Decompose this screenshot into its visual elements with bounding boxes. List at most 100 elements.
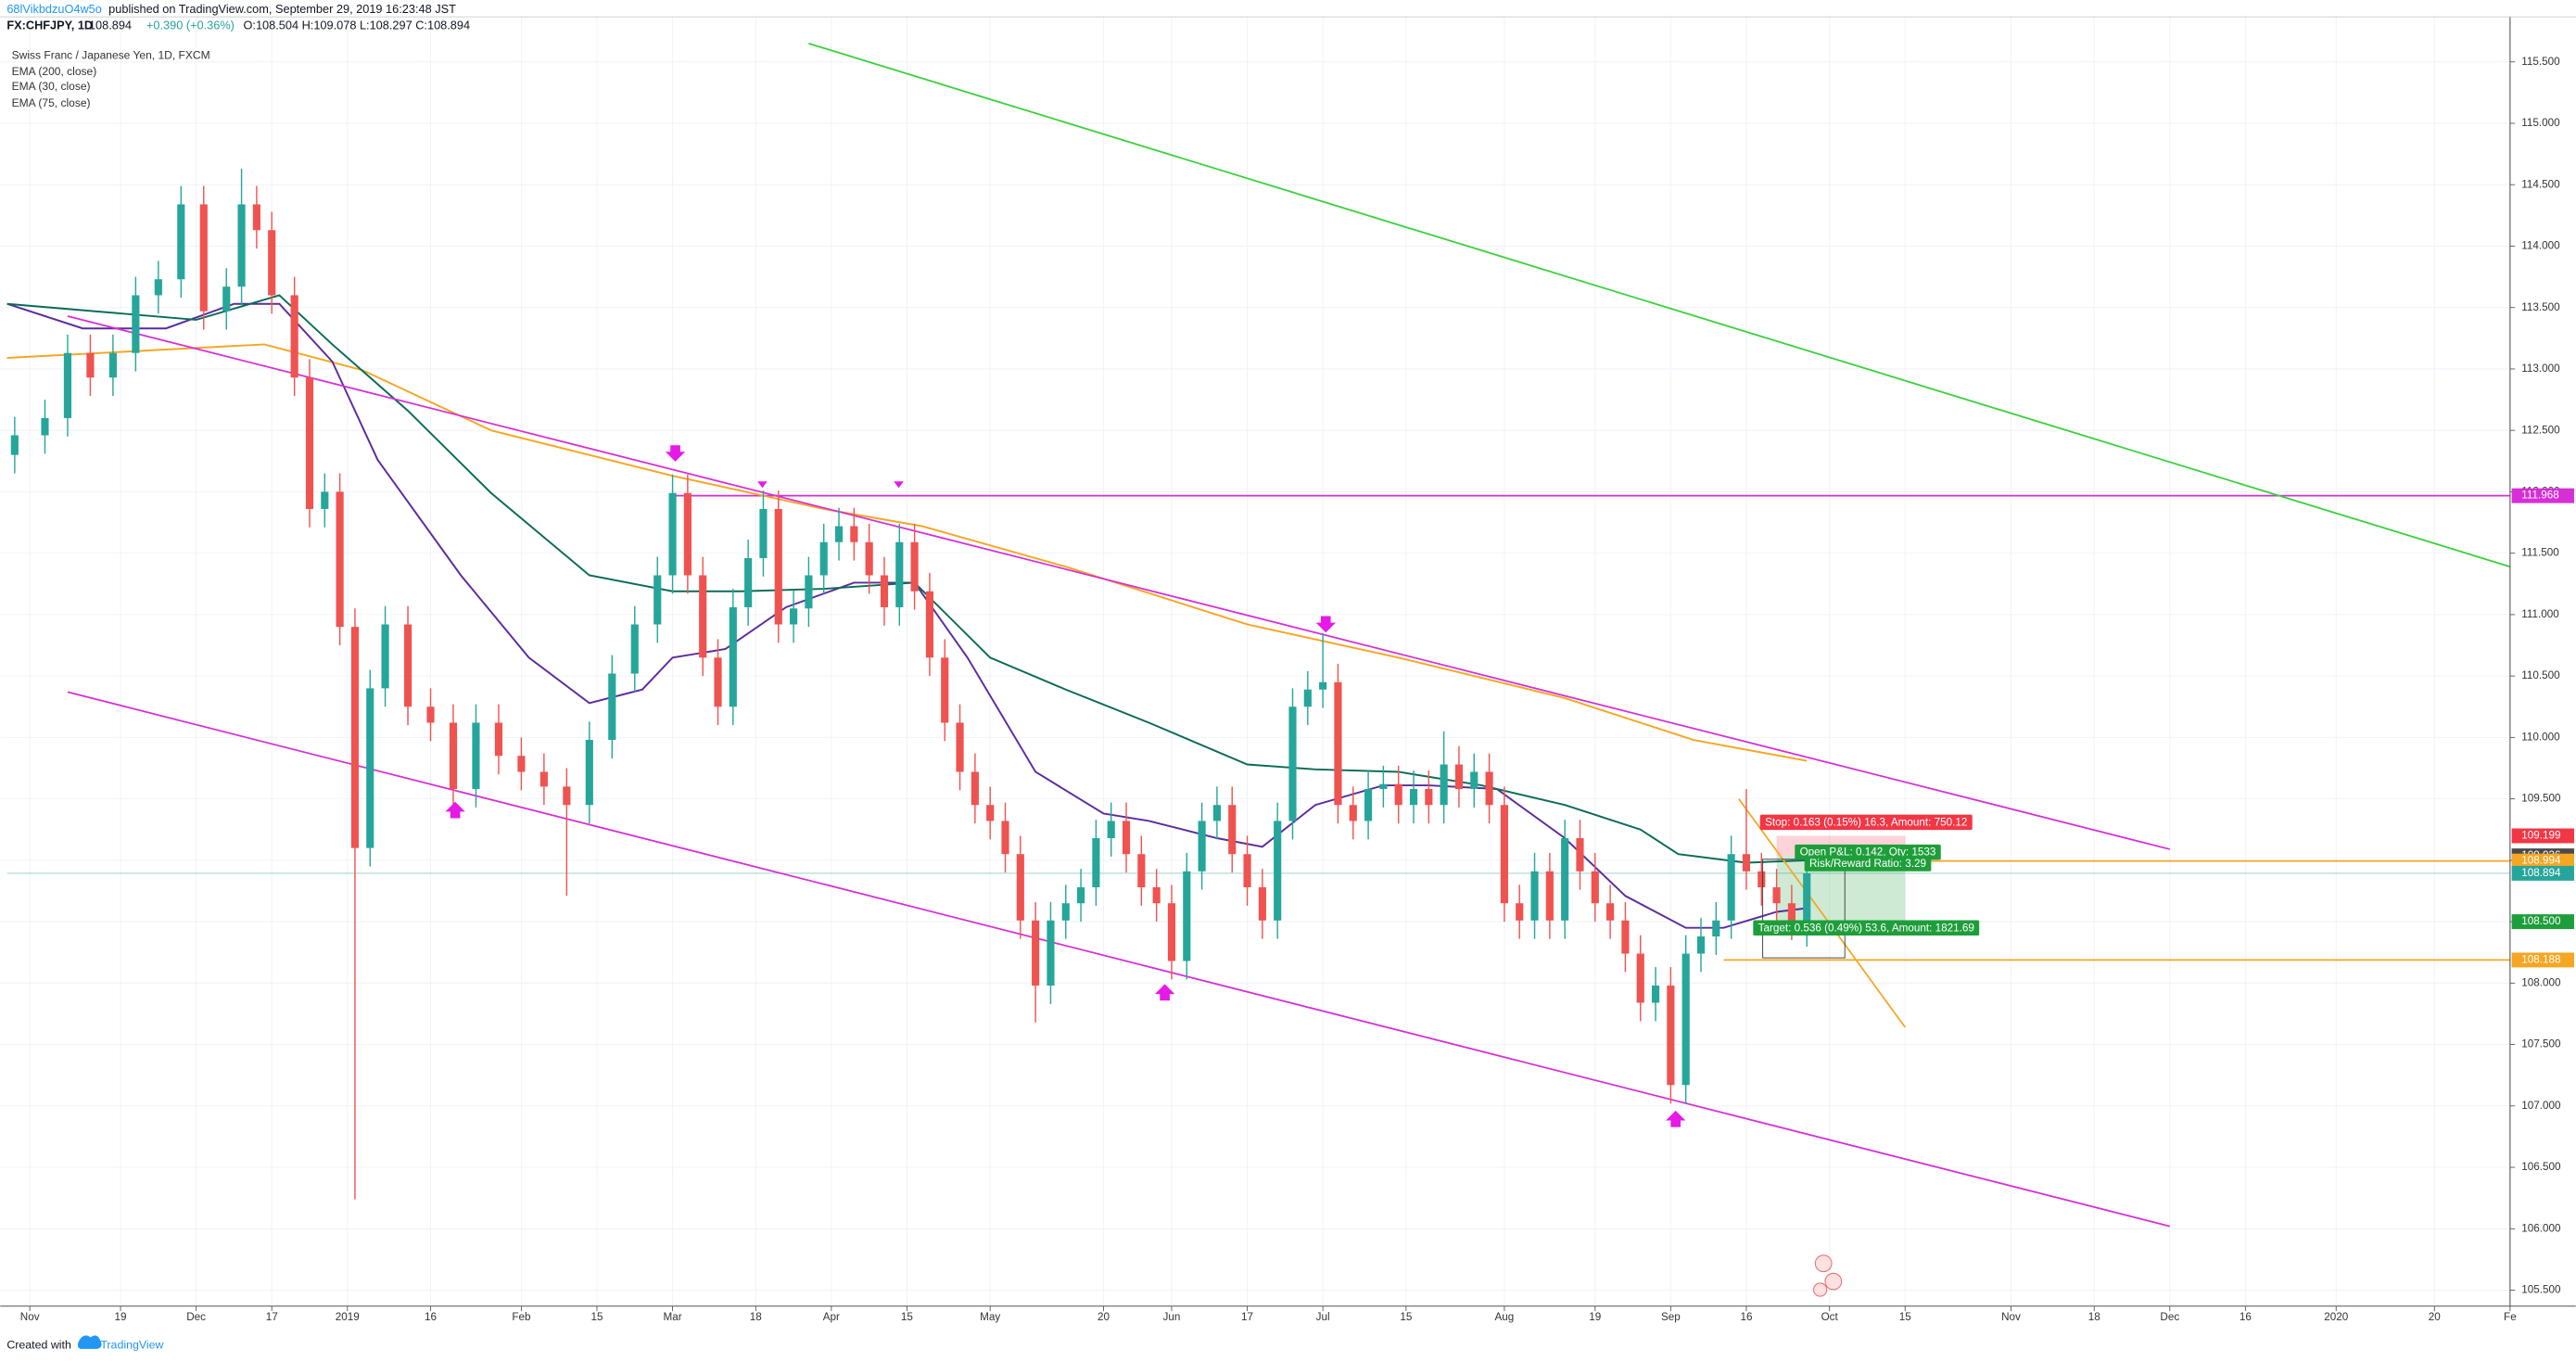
legend-entry: EMA (200, close) xyxy=(12,65,97,78)
candle-body xyxy=(1288,706,1297,821)
event-icon xyxy=(1813,1282,1828,1297)
candle-body xyxy=(1152,886,1161,904)
arrow-up xyxy=(1666,1110,1686,1127)
candle-body xyxy=(925,591,933,658)
candle-body xyxy=(744,557,753,607)
x-tick-label: Jul xyxy=(1316,1311,1330,1323)
y-tick-label: 115.000 xyxy=(2521,117,2560,129)
x-tick-label: 15 xyxy=(901,1311,914,1323)
price-label: 109.199 xyxy=(2521,830,2560,842)
arrow-down xyxy=(894,481,904,489)
candle-body xyxy=(1137,854,1146,887)
candle-body xyxy=(956,722,964,772)
candle-body xyxy=(608,673,616,741)
x-tick-label: Mar xyxy=(663,1311,681,1323)
candle-body xyxy=(1364,789,1373,821)
position-label-box xyxy=(1759,814,1973,831)
y-tick-label: 113.500 xyxy=(2521,301,2560,313)
x-tick-label: 2019 xyxy=(336,1311,360,1323)
x-tick-label: 20 xyxy=(1098,1311,1110,1323)
ema-line xyxy=(6,294,1808,864)
candle-body xyxy=(850,526,858,542)
price-label-box xyxy=(2511,853,2574,869)
candle-body xyxy=(336,491,344,628)
x-tick-label: Dec xyxy=(186,1311,206,1323)
candle-body xyxy=(1016,854,1024,921)
chart-title: Swiss Franc / Japanese Yen, 1D, FXCM xyxy=(12,48,210,61)
trend-line xyxy=(808,43,2511,568)
candle-body xyxy=(630,624,639,674)
frame xyxy=(0,16,2576,18)
arrow-down xyxy=(1315,616,1336,633)
candle-body xyxy=(1198,821,1206,872)
ema-line xyxy=(6,302,1808,929)
x-tick-label: Apr xyxy=(823,1311,840,1323)
candle-body xyxy=(1758,871,1766,887)
candle-body xyxy=(971,771,979,806)
price-label-box xyxy=(2511,865,2574,881)
position-label-box xyxy=(1753,920,1980,936)
candle-body xyxy=(1032,920,1040,986)
ohlc: O:108.504 H:109.078 L:108.297 C:108.894 xyxy=(243,19,470,32)
candle-body xyxy=(63,352,72,418)
x-tick-label: 19 xyxy=(1589,1311,1601,1323)
candle-body xyxy=(699,575,707,658)
grid xyxy=(0,16,2511,1306)
candle-body xyxy=(1349,805,1357,821)
candle-body xyxy=(1803,872,1811,922)
candle-body xyxy=(654,575,662,625)
position-label-box xyxy=(1804,856,1932,872)
candle-body xyxy=(1243,854,1251,887)
candle-body xyxy=(1651,985,1660,1003)
y-tick-label: 113.000 xyxy=(2521,363,2560,375)
candle-body xyxy=(805,575,813,609)
published: published on TradingView.com, September … xyxy=(108,2,456,16)
candle-body xyxy=(86,352,95,378)
y-tick-label: 106.000 xyxy=(2521,1222,2561,1234)
position-label: Target: 0.536 (0.49%) 53.6, Amount: 1821… xyxy=(1758,922,1974,934)
candle-body xyxy=(350,627,360,848)
y-tick-label: 108.000 xyxy=(2521,976,2561,988)
y-tick-label: 106.500 xyxy=(2521,1161,2561,1173)
candle-body xyxy=(1319,681,1327,690)
y-tick-label: 114.500 xyxy=(2521,178,2560,190)
x-tick-label: 2020 xyxy=(2324,1311,2349,1323)
trend-line xyxy=(67,315,2171,850)
candle-body xyxy=(585,740,593,806)
y-tick-label: 110.000 xyxy=(2521,731,2560,743)
candle-body xyxy=(729,606,737,707)
candle-body xyxy=(910,541,919,592)
x-tick-label: 15 xyxy=(590,1311,603,1323)
price-label: 108.500 xyxy=(2521,915,2561,927)
candle-body xyxy=(1167,903,1176,961)
signal-arrows xyxy=(445,445,1686,1127)
candle-body xyxy=(108,352,117,378)
x-tick-label: Oct xyxy=(1821,1311,1839,1323)
author: 68lVikbdzuO4w5o xyxy=(6,2,102,16)
candle-body xyxy=(403,624,412,707)
candle-body xyxy=(472,722,480,790)
y-tick-label: 110.500 xyxy=(2521,669,2560,681)
y-tick-label: 111.000 xyxy=(2521,608,2559,620)
candle-body xyxy=(1485,771,1493,806)
legend-entry: EMA (30, close) xyxy=(12,80,91,93)
brand: TradingView xyxy=(100,1339,163,1352)
candle-body xyxy=(1379,783,1388,790)
event-icon xyxy=(1814,1254,1833,1273)
candle-body xyxy=(790,608,798,625)
candle-body xyxy=(1576,838,1584,872)
x-tick-label: 15 xyxy=(1400,1311,1413,1323)
candle-body xyxy=(1122,821,1131,855)
candle-body xyxy=(1076,886,1085,904)
candle-body xyxy=(252,204,260,231)
price-label: 108.188 xyxy=(2521,954,2560,966)
candle-body xyxy=(10,435,19,455)
trend-line xyxy=(1738,798,1906,1028)
position-label: Stop: 0.163 (0.15%) 16.3, Amount: 750.12 xyxy=(1765,816,1967,828)
x-tick-label: 16 xyxy=(425,1311,437,1323)
candle-body xyxy=(865,541,873,576)
candle-body xyxy=(517,756,526,772)
candle-body xyxy=(1107,821,1115,839)
candle-body xyxy=(683,492,692,576)
